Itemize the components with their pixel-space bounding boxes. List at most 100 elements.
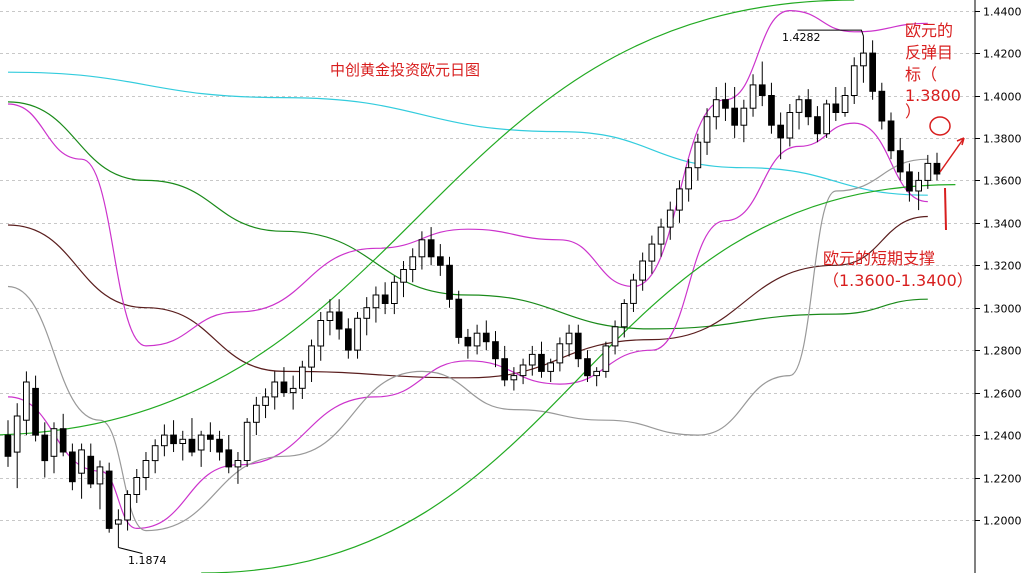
candle-body	[446, 264, 453, 300]
candle-body	[832, 103, 840, 113]
candle	[492, 331, 499, 368]
candle	[685, 159, 692, 202]
candle	[4, 420, 12, 467]
candle-body	[731, 107, 738, 126]
candle	[115, 509, 122, 548]
candle-body	[519, 364, 527, 377]
candle-body	[105, 470, 113, 529]
candle	[795, 95, 803, 130]
candle	[299, 360, 306, 399]
candle	[78, 443, 85, 499]
candle-body	[869, 52, 876, 92]
candle	[243, 418, 251, 467]
candle-body	[620, 303, 628, 328]
candle	[593, 367, 600, 387]
candle	[519, 358, 527, 385]
candle-body	[528, 353, 536, 366]
candle-body	[216, 438, 223, 453]
candle-body	[933, 162, 941, 175]
candle	[666, 201, 674, 240]
candle	[87, 443, 95, 489]
indicator-line-2	[7, 215, 928, 379]
candle	[464, 328, 472, 359]
candle-body	[777, 124, 784, 139]
candle	[556, 337, 564, 372]
candle	[584, 350, 591, 382]
candle-body	[556, 343, 564, 364]
candle	[280, 367, 288, 397]
candle	[786, 103, 794, 147]
candle-body	[289, 387, 297, 394]
candle-body	[326, 311, 334, 321]
candle-body	[69, 451, 76, 483]
candle-body	[795, 99, 803, 113]
candle	[317, 311, 325, 361]
candle	[804, 89, 812, 126]
candle-body	[308, 345, 315, 368]
candle	[768, 82, 775, 134]
candle-body	[87, 455, 95, 485]
candle-body	[850, 65, 858, 97]
candle	[501, 345, 508, 387]
target-annotation-line-3: 标（	[905, 65, 937, 84]
candle	[676, 180, 683, 223]
candle-body	[482, 332, 490, 343]
candle	[860, 36, 867, 83]
candle-body	[151, 445, 159, 462]
candle-body	[142, 460, 150, 478]
candle	[179, 430, 187, 461]
y-tick-label: 1.4400	[983, 6, 1022, 19]
candle	[289, 375, 297, 410]
candle-body	[896, 150, 904, 173]
candle	[308, 339, 315, 382]
candle-body	[363, 307, 371, 319]
y-axis: 1.4400 1.4200 1.4000 1.3800 1.3600 1.3400 1.32…	[974, 0, 1022, 573]
candle-body	[768, 95, 775, 126]
candle-body	[253, 404, 260, 423]
candle-body	[648, 243, 656, 262]
candle-body	[639, 260, 646, 281]
y-tick-label: 1.2800	[983, 345, 1022, 358]
y-tick-label: 1.2200	[983, 473, 1022, 486]
candle-body	[804, 99, 812, 118]
candle	[482, 320, 490, 351]
candle	[262, 388, 269, 419]
candle	[602, 341, 610, 378]
y-tick-label: 1.2000	[983, 515, 1022, 528]
candle-body	[115, 519, 122, 525]
candle-body	[602, 345, 610, 372]
candle	[105, 462, 113, 533]
candle-body	[271, 381, 279, 398]
candle	[345, 318, 352, 359]
candle-body	[758, 84, 766, 97]
candle-body	[860, 52, 867, 67]
candle	[69, 443, 76, 491]
candle	[170, 420, 177, 453]
candle-body	[32, 387, 39, 436]
target-annotation-line-5: ）	[905, 102, 921, 121]
candles	[4, 29, 941, 555]
candle-body	[170, 434, 177, 445]
candle-body	[427, 239, 435, 258]
chart-title: 中创黄金投资欧元日图	[330, 61, 480, 79]
candle-body	[611, 326, 619, 347]
y-tick-label: 1.3000	[983, 303, 1022, 316]
support-annotation-line-1: 欧元的短期支撑	[823, 249, 935, 268]
candle-body	[280, 381, 288, 394]
rebound-arrow-head	[956, 137, 965, 146]
y-tick-label: 1.3800	[983, 133, 1022, 146]
candle	[271, 371, 279, 410]
candle	[657, 218, 665, 257]
candle-body	[501, 358, 508, 381]
candle	[216, 430, 223, 461]
candle-body	[207, 434, 214, 440]
candle-body	[878, 90, 886, 122]
candle-body	[712, 99, 720, 118]
candle	[915, 171, 922, 211]
candle	[418, 231, 426, 270]
candle-body	[161, 434, 168, 447]
candle-body	[786, 112, 794, 139]
candle	[50, 422, 58, 474]
candle-body	[78, 449, 85, 474]
